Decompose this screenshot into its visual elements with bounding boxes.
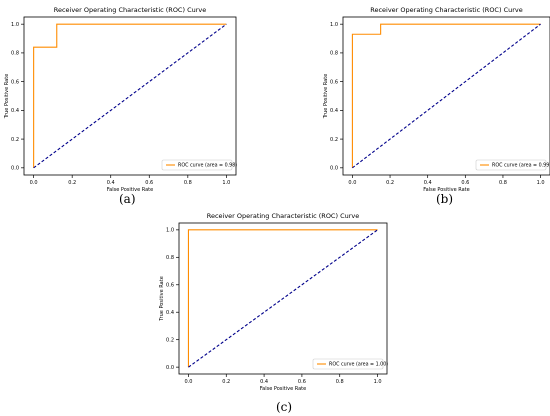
x-tick-label-c: 0.6: [298, 379, 306, 385]
chance-diagonal-line-c: [188, 229, 378, 368]
x-tick-label-b: 0.8: [499, 180, 507, 186]
y-axis-label-a: True Positive Rate: [4, 74, 10, 120]
y-tick-label-c: 1.0: [166, 228, 174, 234]
legend-box-a: [161, 159, 233, 171]
plot-frame-c: [178, 222, 388, 375]
y-tick-label-a: 0.2: [11, 137, 19, 143]
x-tick-label-a: 0.0: [30, 180, 38, 186]
panel-label-c: (c): [276, 400, 293, 414]
x-tick-label-b: 0.0: [348, 180, 356, 186]
y-tick-label-b: 0.0: [330, 166, 338, 172]
y-tick-label-a: 0.4: [11, 108, 19, 114]
y-tick-label-b: 0.2: [330, 137, 338, 143]
y-tick-label-a: 0.8: [11, 51, 19, 57]
y-tick-label-c: 0.8: [166, 255, 174, 261]
panel-label-b: (b): [436, 192, 454, 206]
chart-title-b: Receiver Operating Characteristic (ROC) …: [370, 6, 523, 14]
x-axis-label-c: False Positive Rate: [260, 386, 306, 392]
x-tick-label-b: 1.0: [537, 180, 545, 186]
x-tick-label-c: 0.2: [222, 379, 230, 385]
y-axis-label-c: True Positive Rate: [159, 276, 165, 322]
y-tick-label-b: 0.6: [330, 79, 338, 85]
y-tick-label-c: 0.6: [166, 283, 174, 289]
y-tick-label-a: 0.0: [11, 166, 19, 172]
chance-diagonal-line-b: [352, 23, 541, 169]
legend-label-b: ROC curve (area = 0.99): [492, 163, 550, 169]
y-tick-label-c: 0.0: [166, 365, 174, 371]
x-tick-label-c: 0.4: [260, 379, 268, 385]
x-tick-label-b: 0.6: [461, 180, 469, 186]
roc-curve-line-b: [351, 23, 541, 168]
y-tick-label-b: 0.8: [330, 51, 338, 57]
x-tick-label-a: 0.8: [184, 180, 192, 186]
chart-title-c: Receiver Operating Characteristic (ROC) …: [207, 212, 360, 220]
legend-box-c: [312, 358, 384, 370]
x-tick-label-b: 0.4: [424, 180, 432, 186]
x-axis-label-b: False Positive Rate: [423, 187, 469, 193]
legend-label-c: ROC curve (area = 1.00): [329, 362, 388, 368]
x-tick-label-c: 1.0: [374, 379, 382, 385]
x-tick-label-c: 0.0: [184, 379, 192, 385]
y-tick-label-a: 0.6: [11, 79, 19, 85]
x-tick-label-a: 0.2: [68, 180, 76, 186]
plot-frame-a: [23, 16, 237, 176]
y-tick-label-b: 0.4: [330, 108, 338, 114]
y-tick-label-c: 0.4: [166, 310, 174, 316]
chance-diagonal-line-a: [33, 23, 227, 169]
legend-box-b: [475, 159, 547, 171]
roc-curve-line-c: [187, 229, 378, 368]
x-tick-label-c: 0.8: [336, 379, 344, 385]
plot-frame-b: [342, 16, 550, 176]
panel-label-a: (a): [119, 192, 136, 206]
roc-curve-line-a: [33, 23, 227, 168]
x-tick-label-b: 0.2: [386, 180, 394, 186]
x-tick-label-a: 1.0: [222, 180, 230, 186]
legend-label-a: ROC curve (area = 0.98): [178, 163, 237, 169]
y-tick-label-c: 0.2: [166, 337, 174, 343]
y-tick-label-a: 1.0: [11, 22, 19, 28]
y-axis-label-b: True Positive Rate: [323, 74, 329, 120]
x-tick-label-a: 0.6: [145, 180, 153, 186]
x-tick-label-a: 0.4: [107, 180, 115, 186]
y-tick-label-b: 1.0: [330, 22, 338, 28]
chart-title-a: Receiver Operating Characteristic (ROC) …: [54, 6, 207, 14]
x-axis-label-a: False Positive Rate: [107, 187, 153, 193]
